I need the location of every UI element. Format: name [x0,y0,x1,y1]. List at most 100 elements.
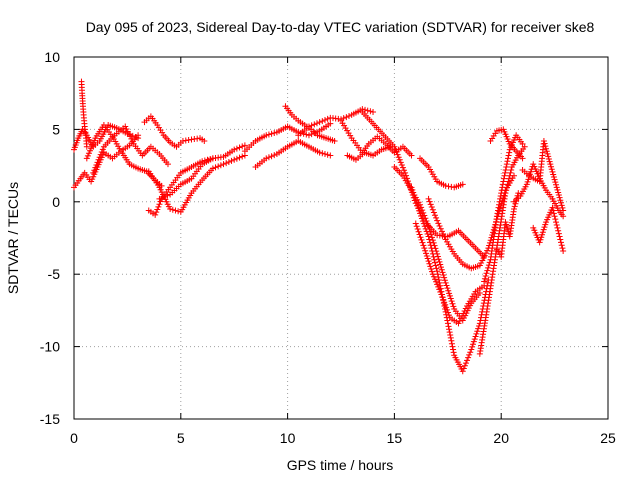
data-point [239,153,246,160]
x-tick-label: 10 [280,430,296,446]
data-point [428,265,435,272]
data-point [94,159,101,166]
data-point [413,223,420,230]
data-point [156,201,163,208]
data-point [460,365,467,372]
data-point [367,108,374,115]
data-point [265,154,272,161]
series-track-6 [145,152,248,215]
data-point [506,172,513,179]
y-tick-label: 0 [52,194,60,210]
data-point [421,223,428,230]
data-point [447,332,454,339]
data-point [485,262,492,269]
data-point [425,195,432,202]
data-point [426,198,433,205]
data-point [502,169,509,176]
data-point [263,155,270,162]
data-point [439,228,446,235]
data-point [305,123,312,130]
series-track-7 [145,155,216,218]
data-point [447,334,454,341]
data-point [154,206,161,213]
data-point [550,207,557,214]
data-point [555,230,562,237]
data-point [559,245,566,252]
data-point [435,283,442,290]
data-point [391,143,398,150]
data-point [401,167,408,174]
data-point [87,147,94,154]
data-point [439,294,446,301]
data-point [462,360,469,367]
data-point [152,211,159,218]
x-tick-label: 25 [600,430,616,446]
series-track-27 [530,204,567,255]
data-point [438,266,445,273]
data-point [396,156,403,163]
data-point [473,330,480,337]
data-point [231,156,238,163]
data-point [481,278,488,285]
data-point [263,132,270,139]
data-point [431,259,438,266]
data-point [324,115,331,122]
data-point [464,357,471,364]
data-point [172,207,179,214]
data-point [550,174,557,181]
data-point [84,152,91,159]
data-point [308,122,315,129]
data-point [433,214,440,221]
data-point [496,201,503,208]
series-track-18 [412,220,488,327]
data-point [422,225,429,232]
data-point [313,120,320,127]
data-point [225,158,232,165]
data-point [321,151,328,158]
data-point [431,276,438,283]
data-point [497,195,504,202]
y-tick-label: 5 [52,121,60,137]
data-point [444,320,451,327]
data-point [447,295,454,302]
data-point [414,225,421,232]
data-point [416,231,423,238]
data-point [414,202,421,209]
data-point [98,148,105,155]
data-point [560,213,567,220]
data-point [161,193,168,200]
data-point [442,301,449,308]
axis-tick-labels: 0 5 10 15 20 25 -15 -10 -5 0 5 10 [40,49,616,446]
data-point [343,114,350,121]
series-track-25 [511,161,567,220]
data-point [408,152,415,159]
data-point [446,292,453,299]
data-point [316,119,323,126]
data-point [444,306,451,313]
data-point [412,220,419,227]
series-track-spike [78,78,90,150]
data-point [474,328,481,335]
data-point [220,161,227,168]
data-point [556,194,563,201]
data-point [557,236,564,243]
data-point [552,179,559,186]
data-point [448,337,455,344]
data-point [472,333,479,340]
data-point [431,212,438,219]
data-point [433,265,440,272]
data-point [483,270,490,277]
data-point [527,171,534,178]
data-point [430,209,437,216]
series-track-4 [90,123,171,176]
data-point [420,209,427,216]
data-point [395,154,402,161]
data-point [436,258,443,265]
data-point [471,336,478,343]
data-point [504,155,511,162]
data-point [429,206,436,213]
data-point [467,349,474,356]
data-point [498,190,505,197]
data-point [201,137,208,144]
data-point [394,151,401,158]
